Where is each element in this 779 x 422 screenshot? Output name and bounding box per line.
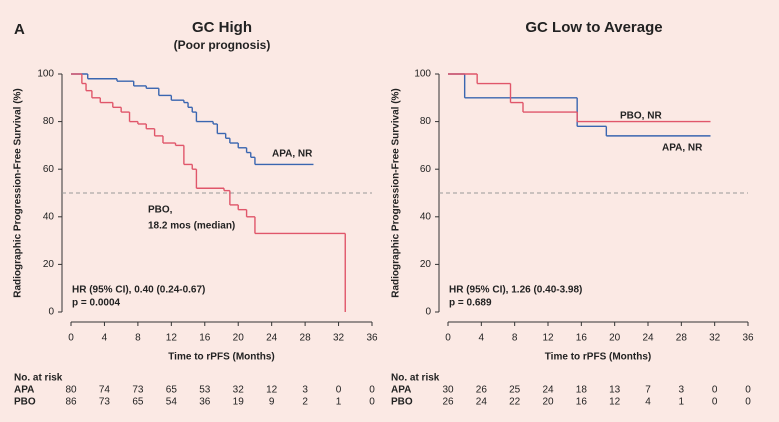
at-risk-count: 86: [65, 397, 77, 408]
annotation: p = 0.689: [449, 298, 492, 309]
at-risk-count: 25: [509, 385, 521, 396]
at-risk-count: 0: [369, 397, 375, 408]
x-tick-label: 24: [266, 333, 278, 344]
x-tick-label: 0: [445, 333, 451, 344]
y-tick-label: 20: [43, 259, 55, 270]
y-axis-label: Radiographic Progression-Free Survival (…: [13, 88, 24, 298]
at-risk-count: 0: [336, 385, 342, 396]
at-risk-count: 65: [132, 397, 144, 408]
at-risk-count: 0: [712, 385, 718, 396]
at-risk-count: 13: [609, 385, 621, 396]
annotation: PBO, NR: [620, 111, 662, 122]
at-risk-count: 73: [132, 385, 144, 396]
at-risk-count: 18: [576, 385, 588, 396]
at-risk-count: 24: [476, 397, 488, 408]
annotation: APA, NR: [662, 143, 703, 154]
at-risk-count: 0: [369, 385, 375, 396]
at-risk-count: 16: [576, 397, 588, 408]
x-tick-label: 32: [333, 333, 345, 344]
y-tick-label: 20: [420, 259, 432, 270]
at-risk-count: 12: [609, 397, 621, 408]
x-tick-label: 4: [479, 333, 485, 344]
y-tick-label: 40: [420, 211, 432, 222]
at-risk-count: 54: [166, 397, 178, 408]
annotation: PBO,: [148, 205, 173, 216]
at-risk-count: 30: [442, 385, 454, 396]
at-risk-count: 36: [199, 397, 211, 408]
y-tick-label: 100: [414, 69, 431, 80]
at-risk-count: 7: [645, 385, 651, 396]
chart-subtitle: (Poor prognosis): [174, 38, 271, 52]
at-risk-count: 0: [712, 397, 718, 408]
y-tick-label: 0: [425, 307, 431, 318]
at-risk-count: 9: [269, 397, 275, 408]
at-risk-count: 26: [476, 385, 488, 396]
y-tick-label: 80: [43, 116, 55, 127]
x-tick-label: 32: [709, 333, 721, 344]
x-tick-label: 28: [676, 333, 688, 344]
annotation: HR (95% CI), 0.40 (0.24-0.67): [72, 285, 205, 296]
y-tick-label: 40: [43, 211, 55, 222]
x-tick-label: 0: [68, 333, 74, 344]
chart-title: GC Low to Average: [525, 19, 662, 36]
x-tick-label: 16: [576, 333, 588, 344]
at-risk-count: 26: [442, 397, 454, 408]
annotation: p = 0.0004: [72, 298, 121, 309]
at-risk-count: 65: [166, 385, 178, 396]
at-risk-count: 22: [509, 397, 521, 408]
x-tick-label: 12: [542, 333, 554, 344]
annotation: HR (95% CI), 1.26 (0.40-3.98): [449, 285, 582, 296]
annotation: 18.2 mos (median): [148, 221, 235, 232]
at-risk-count: 1: [679, 397, 685, 408]
x-tick-label: 36: [366, 333, 378, 344]
at-risk-count: 1: [336, 397, 342, 408]
at-risk-count: 3: [679, 385, 685, 396]
y-tick-label: 0: [48, 307, 54, 318]
at-risk-name: APA: [14, 385, 34, 396]
at-risk-count: 2: [302, 397, 308, 408]
x-tick-label: 8: [512, 333, 518, 344]
x-tick-label: 28: [300, 333, 312, 344]
at-risk-count: 0: [745, 385, 751, 396]
at-risk-count: 32: [233, 385, 245, 396]
at-risk-count: 53: [199, 385, 211, 396]
x-tick-label: 8: [135, 333, 141, 344]
at-risk-title: No. at risk: [14, 373, 63, 384]
x-tick-label: 36: [742, 333, 754, 344]
x-axis-label: Time to rPFS (Months): [168, 352, 274, 363]
x-tick-label: 4: [102, 333, 108, 344]
at-risk-count: 24: [542, 385, 554, 396]
at-risk-name: APA: [391, 385, 411, 396]
y-tick-label: 100: [37, 69, 54, 80]
at-risk-count: 74: [99, 385, 111, 396]
x-tick-label: 20: [609, 333, 621, 344]
at-risk-count: 12: [266, 385, 278, 396]
x-axis-label: Time to rPFS (Months): [545, 352, 651, 363]
panel-label: A: [14, 21, 25, 38]
at-risk-name: PBO: [14, 397, 36, 408]
at-risk-count: 3: [302, 385, 308, 396]
annotation: APA, NR: [272, 149, 313, 160]
x-tick-label: 12: [166, 333, 178, 344]
x-tick-label: 16: [199, 333, 211, 344]
at-risk-count: 19: [233, 397, 245, 408]
at-risk-name: PBO: [391, 397, 413, 408]
y-tick-label: 60: [43, 164, 55, 175]
x-tick-label: 24: [642, 333, 654, 344]
chart-title: GC High: [192, 19, 252, 36]
at-risk-title: No. at risk: [391, 373, 440, 384]
x-tick-label: 20: [233, 333, 245, 344]
at-risk-count: 20: [542, 397, 554, 408]
y-tick-label: 80: [420, 116, 432, 127]
y-axis-label: Radiographic Progression-Free Survival (…: [391, 88, 402, 298]
at-risk-count: 73: [99, 397, 111, 408]
y-tick-label: 60: [420, 164, 432, 175]
at-risk-count: 0: [745, 397, 751, 408]
at-risk-count: 80: [65, 385, 77, 396]
at-risk-count: 4: [645, 397, 651, 408]
